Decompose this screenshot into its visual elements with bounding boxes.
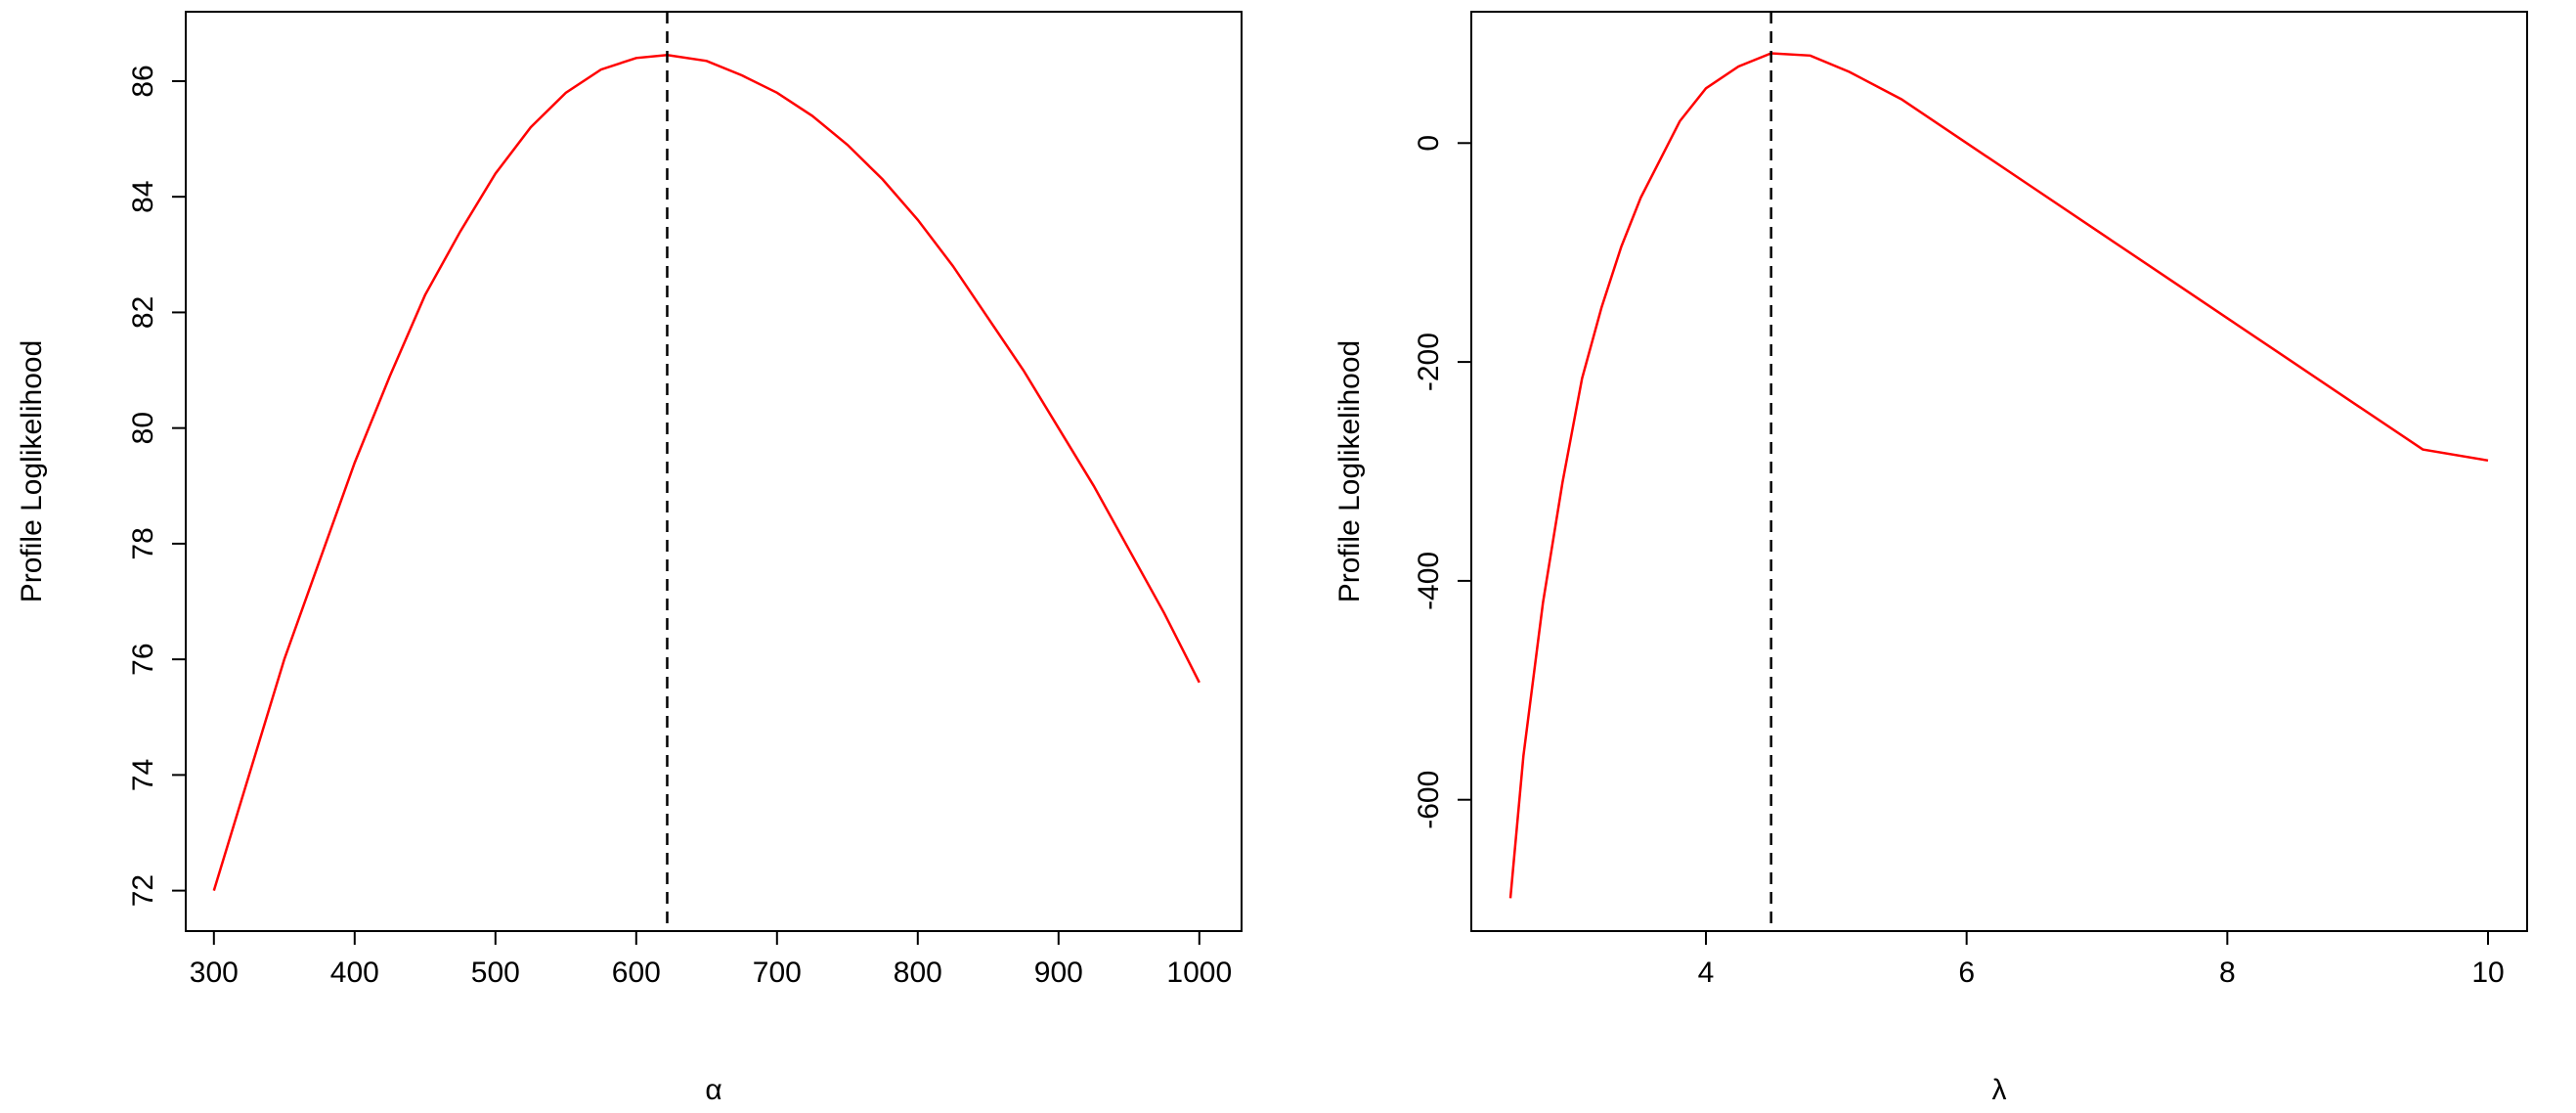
alpha-profile-panel: 300 400 500 600 700 800 900 1000 72 74 76 78 80 82 84 8… [16,11,1243,1106]
alpha-y-tick-label: 82 [127,296,159,329]
alpha-y-tick-label: 76 [127,643,159,675]
alpha-profile-curve [212,54,1201,891]
alpha-y-tick-label: 80 [127,412,159,444]
alpha-x-axis-title: α [705,1074,721,1106]
lambda-x-tick-label: 4 [1698,957,1715,989]
lambda-profile-panel: 4 6 8 10 -600 -400 -200 0 λ Profile Loglikelihood [1333,11,2528,1106]
lambda-y-tick-label: 0 [1413,135,1445,152]
alpha-x-tick-label: 500 [471,957,520,989]
alpha-x-tick-label: 900 [1034,957,1083,989]
alpha-x-tick-label: 400 [330,957,379,989]
alpha-x-tick-label: 1000 [1166,957,1232,989]
lambda-y-tick-label: -600 [1413,771,1445,829]
alpha-x-tick-label: 300 [190,957,239,989]
alpha-x-tick-label: 600 [612,957,661,989]
lambda-profile-curve [1508,52,2489,899]
alpha-x-tick-label: 800 [894,957,942,989]
lambda-y-tick-label: -200 [1413,333,1445,391]
alpha-y-tick-label: 84 [127,180,159,212]
alpha-y-axis-title: Profile Loglikelihood [16,340,48,603]
lambda-x-tick-label: 6 [1958,957,1975,989]
alpha-plot-frame [185,11,1243,932]
lambda-x-axis-title: λ [1992,1074,2007,1106]
alpha-x-tick-label: 700 [753,957,802,989]
lambda-x-tick-label: 8 [2219,957,2236,989]
alpha-y-tick-label: 78 [127,527,159,559]
lambda-y-axis-title: Profile Loglikelihood [1333,340,1366,603]
lambda-plot-frame [1470,11,2528,932]
alpha-y-tick-label: 86 [127,65,159,97]
alpha-y-tick-label: 74 [127,759,159,791]
lambda-y-tick-label: -400 [1413,552,1445,610]
alpha-y-tick-label: 72 [127,874,159,907]
lambda-x-tick-label: 10 [2471,957,2504,989]
